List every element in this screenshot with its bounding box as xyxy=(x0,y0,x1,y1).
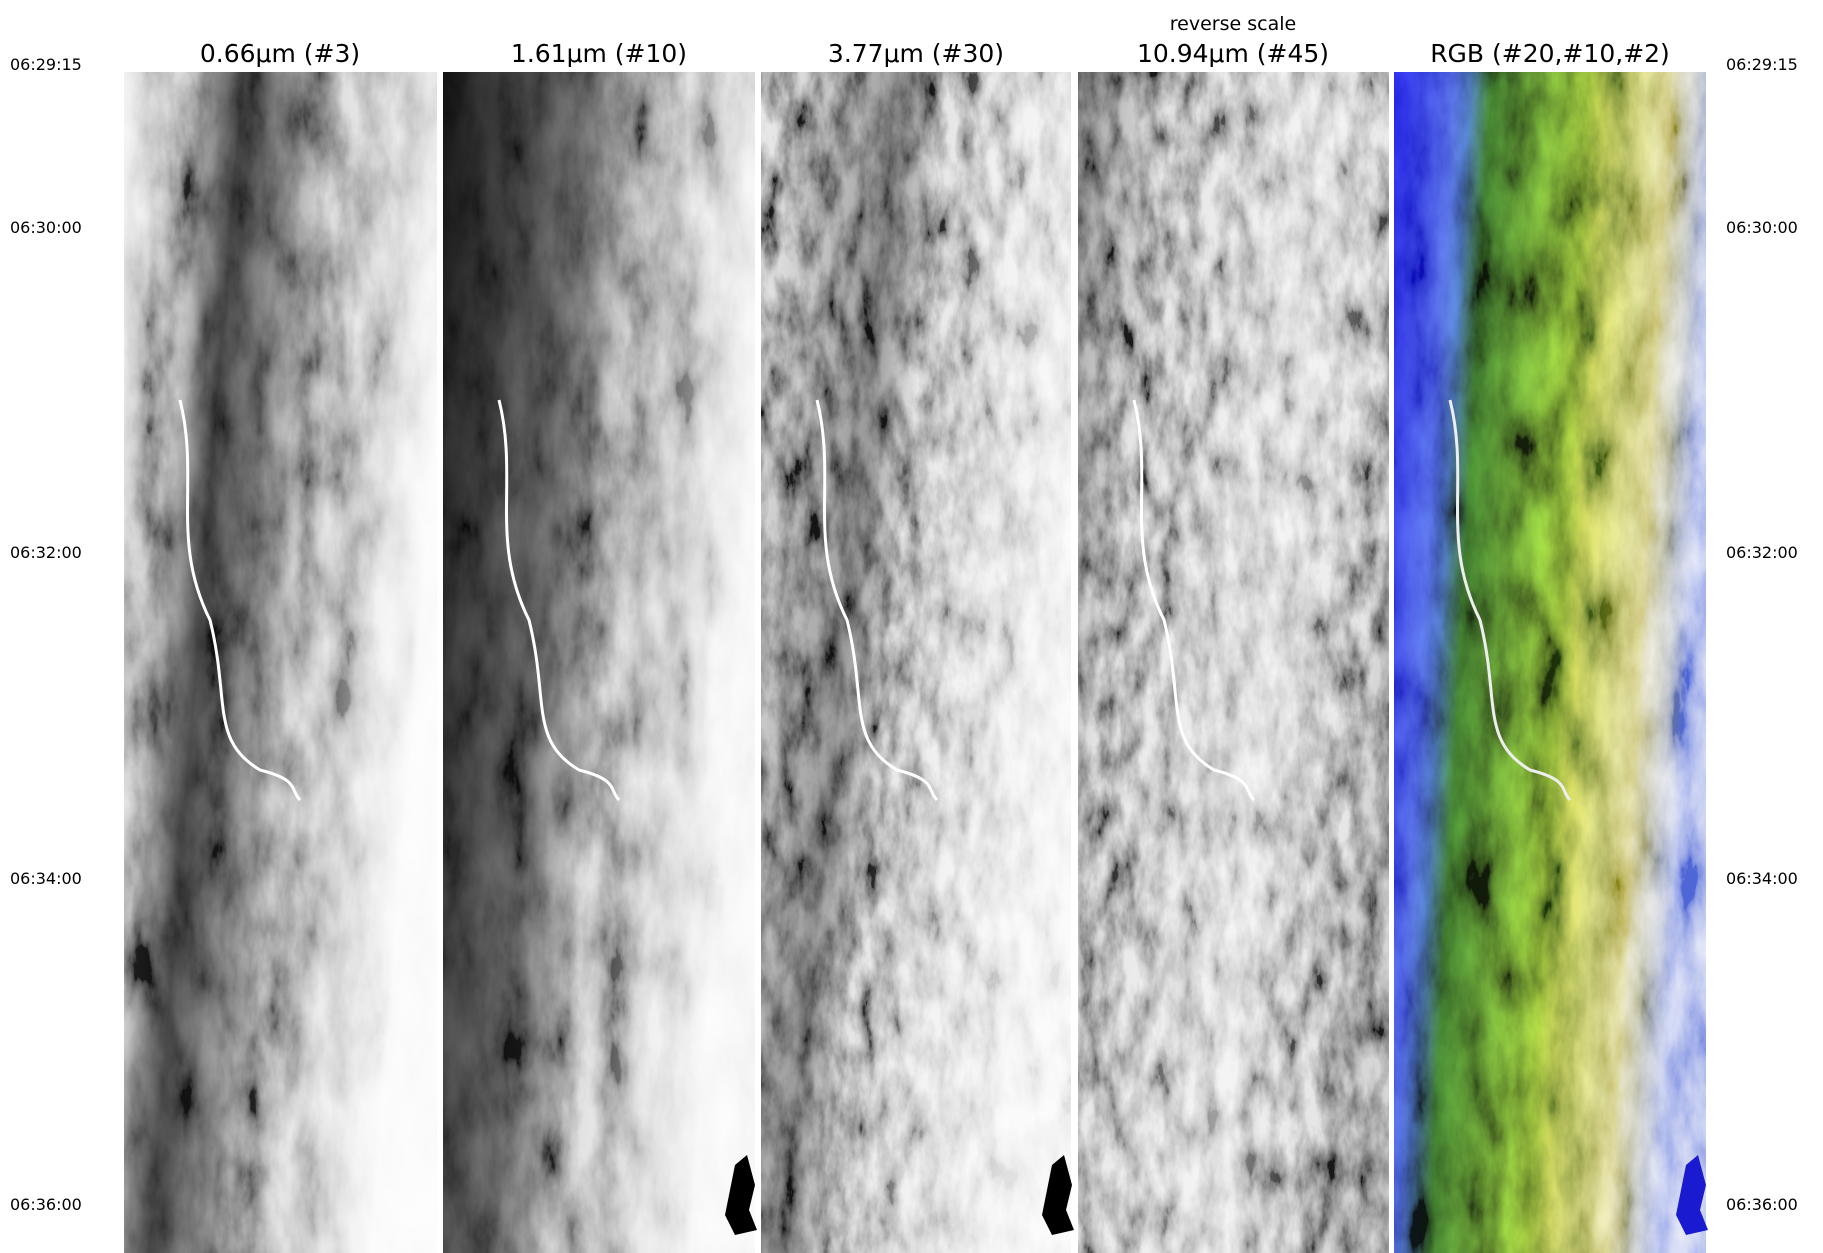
time-label-left: 06:34:00 xyxy=(10,869,82,888)
river xyxy=(815,399,939,802)
lake xyxy=(725,1155,757,1235)
time-labels: 06:29:15 06:30:00 06:32:00 06:34:00 06:3… xyxy=(10,55,1798,1214)
panel-title: 1.61μm (#10) xyxy=(511,39,687,68)
image-texture xyxy=(124,72,437,1253)
lake xyxy=(1676,1155,1708,1235)
image-texture xyxy=(1394,72,1706,1253)
image-texture xyxy=(1078,72,1389,1253)
panel-images xyxy=(124,72,1708,1253)
time-label-right: 06:36:00 xyxy=(1726,1195,1798,1214)
river xyxy=(178,399,302,802)
panel-title: 3.77μm (#30) xyxy=(828,39,1004,68)
river xyxy=(1132,399,1256,802)
time-label-left: 06:36:00 xyxy=(10,1195,82,1214)
panel-title: RGB (#20,#10,#2) xyxy=(1430,39,1670,68)
lake xyxy=(1042,1155,1074,1235)
time-label-right: 06:29:15 xyxy=(1726,55,1798,74)
image-texture xyxy=(443,72,755,1253)
time-label-right: 06:34:00 xyxy=(1726,869,1798,888)
time-label-left: 06:29:15 xyxy=(10,55,82,74)
river xyxy=(497,399,621,802)
panel-title: 10.94μm (#45) xyxy=(1137,39,1329,68)
time-label-right: 06:32:00 xyxy=(1726,543,1798,562)
time-label-left: 06:32:00 xyxy=(10,543,82,562)
image-texture xyxy=(761,72,1071,1253)
time-label-right: 06:30:00 xyxy=(1726,218,1798,237)
time-label-left: 06:30:00 xyxy=(10,218,82,237)
panel-title: 0.66μm (#3) xyxy=(200,39,360,68)
panel-titles: reverse scale 0.66μm (#3) 1.61μm (#10) 3… xyxy=(200,13,1670,68)
panel-note: reverse scale xyxy=(1170,13,1296,35)
river xyxy=(1448,399,1572,802)
